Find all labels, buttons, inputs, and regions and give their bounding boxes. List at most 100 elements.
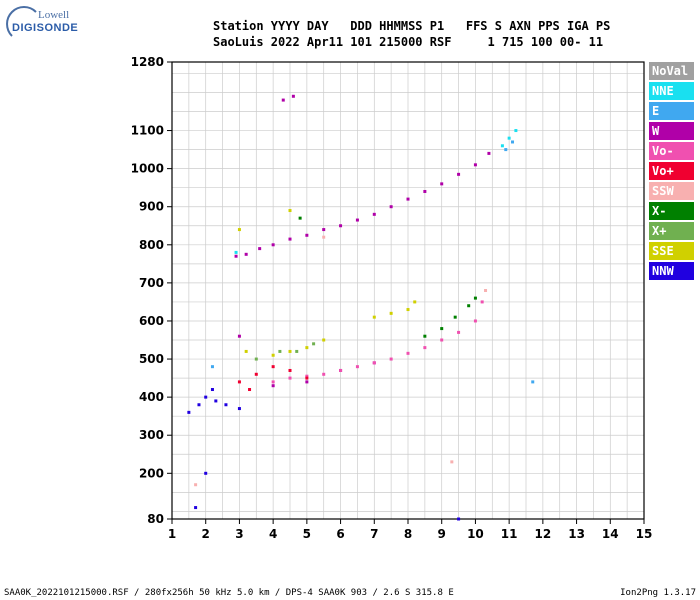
point-nnw: [210, 388, 214, 392]
point-sse: [389, 311, 393, 315]
legend-item-nnw: NNW: [649, 262, 694, 280]
y-tick-label: 800: [139, 238, 164, 252]
legend-item-x-: X+: [649, 222, 694, 240]
x-tick-label: 4: [269, 527, 277, 541]
point-nne: [234, 250, 238, 254]
point-w: [271, 384, 275, 388]
x-tick-label: 7: [370, 527, 378, 541]
point-w: [339, 224, 343, 228]
y-tick-label: 80: [147, 512, 164, 526]
header-values: SaoLuis 2022 Apr11 101 215000 RSF 1 715 …: [213, 35, 604, 49]
point-w: [372, 212, 376, 216]
footer-version: Ion2Png 1.3.17: [620, 588, 696, 598]
point-x-: [295, 349, 299, 353]
logo-lowell-text: Lowell: [38, 9, 70, 21]
logo-digisonde-text: DIGISONDE: [12, 22, 79, 34]
point-w: [457, 172, 461, 176]
point-nnw: [204, 471, 208, 475]
header-labels: Station YYYY DAY DDD HHMMSS P1 FFS S AXN…: [213, 19, 611, 33]
point-vo-: [254, 372, 258, 376]
point-sse: [288, 349, 292, 353]
point-vo-: [480, 300, 484, 304]
point-w: [234, 254, 238, 258]
y-tick-label: 600: [139, 314, 164, 328]
point-e: [210, 365, 214, 369]
y-tick-label: 300: [139, 428, 164, 442]
y-tick-label: 700: [139, 276, 164, 290]
point-vo-: [389, 357, 393, 361]
point-w: [305, 380, 309, 384]
point-nnw: [237, 407, 241, 411]
point-sse: [322, 338, 326, 342]
legend-item-w: W: [649, 122, 694, 140]
point-ssw: [194, 483, 198, 487]
point-vo-: [473, 319, 477, 323]
point-vo-: [423, 346, 427, 350]
point-nne: [514, 129, 518, 133]
x-tick-label: 5: [303, 527, 311, 541]
x-tick-label: 2: [202, 527, 210, 541]
point-vo-: [372, 361, 376, 365]
point-vo-: [355, 365, 359, 369]
y-tick-label: 1100: [131, 124, 164, 138]
point-vo-: [305, 376, 309, 380]
point-ssw: [322, 235, 326, 239]
point-sse: [237, 228, 241, 232]
point-w: [291, 94, 295, 98]
point-w: [440, 182, 444, 186]
point-x-: [254, 357, 258, 361]
point-sse: [288, 209, 292, 213]
x-tick-label: 14: [602, 527, 619, 541]
point-nnw: [457, 517, 461, 521]
point-w: [258, 247, 262, 251]
point-w: [487, 151, 491, 155]
x-tick-label: 1: [168, 527, 176, 541]
x-tick-label: 11: [501, 527, 518, 541]
point-sse: [244, 349, 248, 353]
point-w: [281, 98, 285, 102]
point-sse: [406, 308, 410, 312]
legend-item-nne: NNE: [649, 82, 694, 100]
point-nnw: [194, 506, 198, 510]
legend-item-vo-: Vo-: [649, 142, 694, 160]
point-vo-: [339, 368, 343, 372]
point-vo-: [237, 380, 241, 384]
legend-item-x-: X-: [649, 202, 694, 220]
x-tick-label: 12: [535, 527, 552, 541]
y-tick-label: 1280: [131, 55, 164, 69]
point-x-: [298, 216, 302, 220]
footer-file-info: SAA0K_2022101215000.RSF / 280fx256h 50 k…: [4, 588, 454, 598]
point-x-: [440, 327, 444, 331]
digisonde-logo: [6, 6, 96, 42]
point-nnw: [224, 403, 228, 407]
y-tick-label: 400: [139, 390, 164, 404]
point-w: [271, 243, 275, 247]
point-sse: [413, 300, 417, 304]
point-w: [288, 237, 292, 241]
legend: NoVal NNE E W Vo- Vo+ SSW X- X+ SSE NNW: [649, 62, 694, 282]
point-x-: [312, 342, 316, 346]
point-x-: [423, 334, 427, 338]
x-tick-label: 8: [404, 527, 412, 541]
x-tick-label: 6: [336, 527, 344, 541]
point-sse: [372, 315, 376, 319]
point-w: [322, 228, 326, 232]
point-e: [504, 148, 508, 152]
point-sse: [305, 346, 309, 350]
x-tick-label: 10: [467, 527, 484, 541]
point-x-: [473, 296, 477, 300]
point-w: [473, 163, 477, 167]
point-sse: [271, 353, 275, 357]
point-w: [389, 205, 393, 209]
point-vo-: [322, 372, 326, 376]
point-vo-: [271, 380, 275, 384]
point-x-: [278, 349, 282, 353]
point-vo-: [457, 330, 461, 334]
point-w: [237, 334, 241, 338]
legend-item-vo-: Vo+: [649, 162, 694, 180]
point-nne: [507, 136, 511, 140]
point-vo-: [406, 351, 410, 355]
x-tick-label: 13: [568, 527, 585, 541]
point-ssw: [450, 460, 454, 464]
